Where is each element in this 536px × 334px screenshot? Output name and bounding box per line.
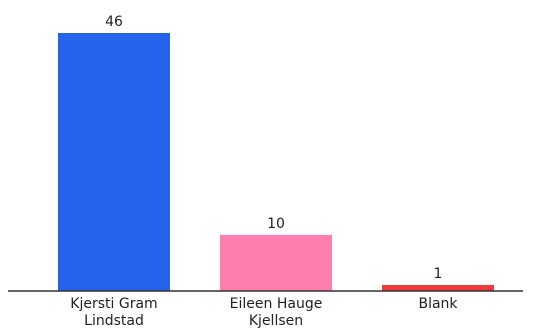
category-label-1-line-0: Eileen Hauge [230, 296, 323, 312]
category-label-0-line-0: Kjersti Gram [70, 296, 157, 312]
bar-value-label-1: 10 [267, 216, 285, 232]
bar-0 [58, 33, 170, 291]
bar-1 [220, 234, 332, 291]
bars [58, 33, 494, 291]
bar-value-label-0: 46 [105, 14, 123, 30]
bar-2 [382, 285, 494, 291]
bar-value-label-2: 1 [434, 266, 443, 282]
category-label-1-line-1: Kjellsen [249, 313, 303, 329]
category-label-0-line-1: Lindstad [84, 313, 144, 329]
category-label-2-line-0: Blank [418, 296, 458, 312]
